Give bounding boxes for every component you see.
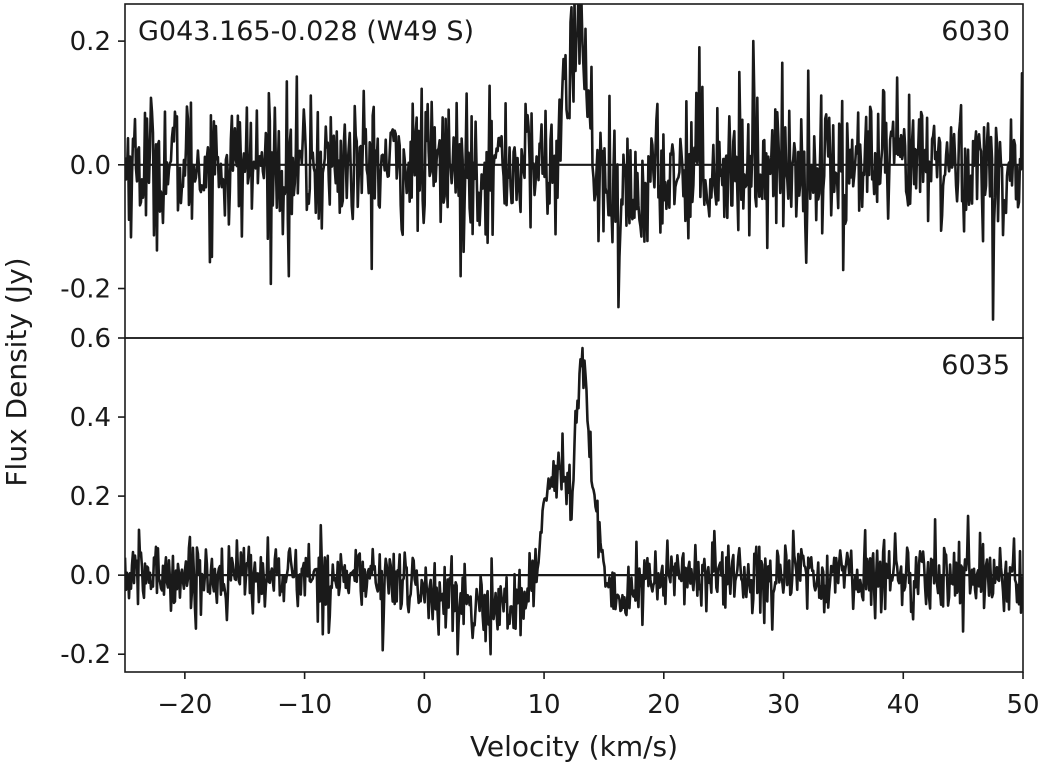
x-tick-label: 10: [528, 690, 561, 720]
y-axis-label: Flux Density (Jy): [0, 257, 33, 486]
x-axis-label: Velocity (km/s): [470, 730, 678, 763]
y-tick-label: -0.2: [60, 275, 111, 305]
x-tick-label: 20: [647, 690, 680, 720]
y-tick-label: 0.2: [70, 482, 111, 512]
transition-label-6035: 6035: [941, 350, 1010, 381]
y-tick-label: 0.4: [70, 403, 111, 433]
y-tick-label: 0.0: [70, 151, 111, 181]
x-tick-label: 50: [1006, 690, 1039, 720]
panel-frame: [124, 337, 1024, 673]
panel-6030: G043.165-0.028 (W49 S) 6030 -0.2 0.0 0.2: [60, 3, 1024, 339]
x-tick-label: −10: [277, 690, 332, 720]
y-tick-label: 0.2: [70, 27, 111, 57]
spectrum-line-6030: [125, 4, 1023, 321]
y-tick-label: 0.6: [70, 324, 111, 354]
y-tick-label: 0.0: [70, 561, 111, 591]
x-axis: −20 −10 0 10 20 30 40 50: [157, 672, 1040, 720]
x-tick-label: 40: [887, 690, 920, 720]
spectrum-line-6035: [125, 346, 1023, 656]
x-tick-label: 30: [767, 690, 800, 720]
x-tick-label: 0: [416, 690, 433, 720]
transition-label-6030: 6030: [941, 16, 1010, 47]
source-label: G043.165-0.028 (W49 S): [138, 16, 474, 47]
y-tick-label: -0.2: [60, 640, 111, 670]
x-tick-label: −20: [157, 690, 212, 720]
panel-6035: 6035 -0.2 0.0 0.2 0.4 0.6: [60, 324, 1024, 673]
